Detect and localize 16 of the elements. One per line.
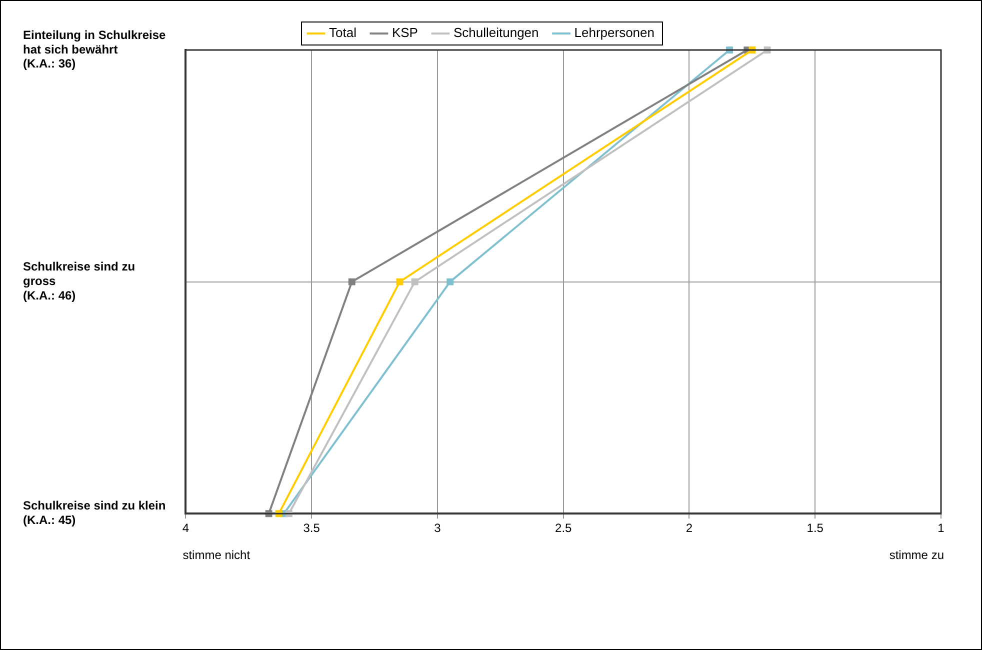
x-tick-label: 1 [938, 521, 945, 536]
legend-label: Schulleitungen [453, 25, 539, 40]
x-tick-label: 1.5 [806, 521, 824, 536]
x-tick-label: 4 [182, 521, 190, 536]
y-tick-label: Schulkreise sind zu klein (K.A.: 45) [23, 498, 166, 528]
y-tick-label: Schulkreise sind zu gross (K.A.: 46) [23, 260, 136, 303]
legend-label: KSP [392, 25, 418, 40]
legend-label: Lehrpersonen [574, 25, 654, 40]
x-tick-label: 3.5 [303, 521, 320, 536]
legend-label: Total [329, 25, 357, 40]
x-tick-label: 2.5 [555, 521, 572, 536]
y-tick-label: Einteilung in Schulkreise hat sich bewährt (K.A.: 36) [23, 28, 166, 71]
text: stimme nicht [182, 548, 251, 562]
x-tick-label: 2 [686, 521, 693, 536]
text: stimme zu [889, 548, 944, 562]
x-tick-label: 3 [434, 521, 442, 536]
